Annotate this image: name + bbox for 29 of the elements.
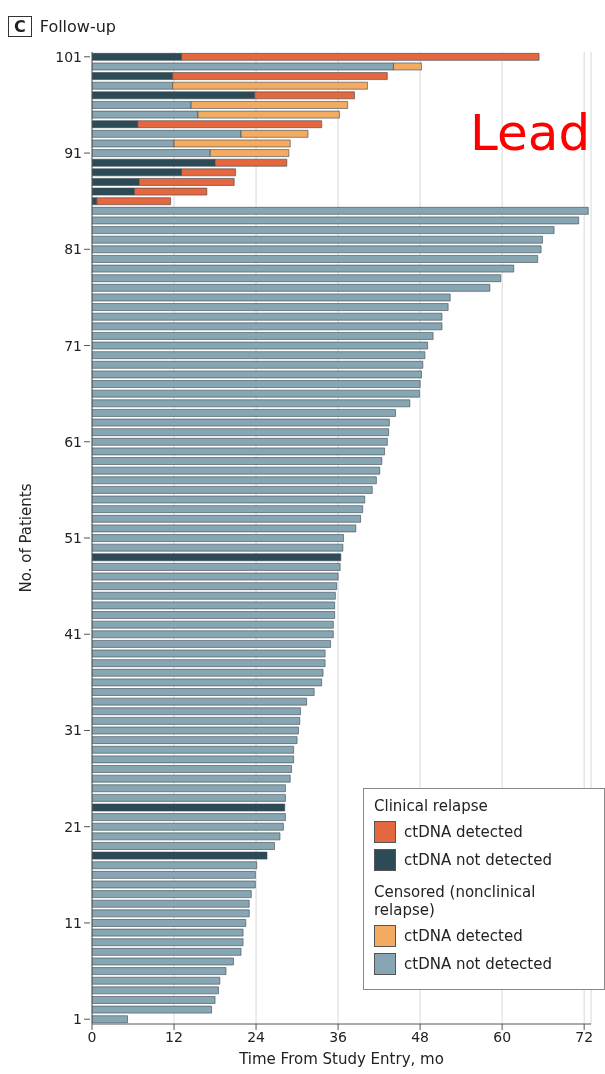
annotation: Censored (nonclinical relapse): [374, 883, 537, 919]
y-tick-label: 71: [64, 337, 82, 354]
y-tick-label: 31: [64, 722, 82, 739]
annotation: Clinical relapse: [374, 797, 489, 815]
x-tick-label: 24: [247, 1028, 266, 1045]
y-tick-label: 91: [64, 145, 82, 162]
legend-label: ctDNA detected: [404, 823, 523, 841]
y-tick-label: 1: [73, 1011, 82, 1028]
x-tick-label: 48: [411, 1028, 430, 1045]
y-tick-label: 101: [55, 48, 82, 65]
y-tick-label: 61: [64, 433, 82, 450]
x-tick-label: 72: [575, 1028, 594, 1045]
y-tick-label: 51: [64, 530, 82, 546]
annotation: Lead: [470, 104, 591, 162]
legend-label: ctDNA not detected: [404, 955, 553, 973]
x-tick-label: 36: [329, 1028, 348, 1045]
text: C: [8, 15, 32, 37]
x-axis-title: Time From Study Entry, mo: [238, 1050, 444, 1068]
legend-label: ctDNA detected: [404, 927, 523, 945]
legend-label: ctDNA not detected: [404, 851, 553, 869]
x-tick-label: 12: [165, 1028, 183, 1045]
y-tick-label: 21: [64, 818, 82, 835]
chart-title: Follow-up: [39, 16, 117, 36]
y-tick-label: 11: [64, 914, 82, 931]
y-tick-label: 41: [64, 626, 82, 643]
y-axis-title: No. of Patients: [17, 483, 36, 593]
x-tick-label: 0: [87, 1028, 97, 1045]
y-tick-label: 81: [64, 241, 82, 258]
x-tick-label: 60: [493, 1028, 512, 1045]
